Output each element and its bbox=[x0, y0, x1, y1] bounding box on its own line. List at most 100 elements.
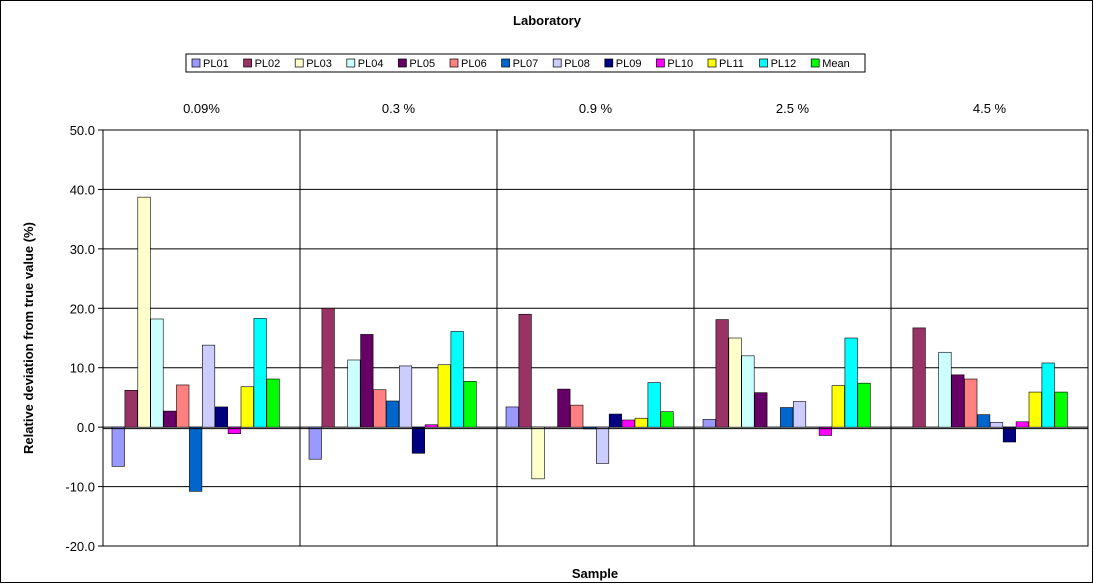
legend-label-pl10: PL10 bbox=[667, 58, 693, 70]
y-tick-label: -10.0 bbox=[65, 480, 95, 495]
legend-swatch-pl04 bbox=[346, 58, 356, 68]
category-label: 4.5 % bbox=[973, 101, 1007, 116]
bar-pl06-4 bbox=[964, 378, 978, 428]
bar-pl02-2 bbox=[518, 313, 532, 428]
bar-pl02-0 bbox=[124, 389, 138, 428]
y-axis-label: Relative deviation from true value (%) bbox=[21, 222, 36, 454]
bar-pl07-3 bbox=[780, 407, 794, 428]
bar-pl04-1 bbox=[347, 359, 361, 428]
bar-pl10-2 bbox=[621, 419, 635, 428]
legend-label-pl03: PL03 bbox=[306, 58, 332, 70]
legend-label-pl07: PL07 bbox=[513, 58, 539, 70]
bar-pl01-0 bbox=[111, 426, 125, 467]
bar-pl03-0 bbox=[137, 196, 151, 428]
legend-swatch-pl05 bbox=[398, 58, 407, 68]
bar-pl11-2 bbox=[634, 417, 648, 428]
bar-mean-1 bbox=[463, 381, 477, 428]
bar-mean-3 bbox=[857, 382, 871, 428]
bar-pl10-0 bbox=[227, 426, 241, 434]
bar-pl07-1 bbox=[386, 400, 400, 428]
bar-pl05-4 bbox=[951, 374, 965, 428]
bar-pl05-1 bbox=[360, 334, 374, 428]
legend-label-pl09: PL09 bbox=[616, 58, 642, 70]
bar-pl08-3 bbox=[792, 401, 807, 428]
bar-pl09-1 bbox=[411, 426, 426, 454]
bar-pl04-4 bbox=[938, 351, 952, 428]
bar-pl12-3 bbox=[844, 337, 858, 428]
bar-pl11-1 bbox=[437, 364, 451, 428]
bar-pl08-0 bbox=[202, 344, 216, 428]
bar-pl12-0 bbox=[253, 318, 267, 428]
legend-swatch-pl03 bbox=[294, 58, 304, 68]
bar-pl09-0 bbox=[214, 406, 228, 428]
bar-pl06-0 bbox=[176, 384, 190, 428]
category-label: 0.09% bbox=[183, 101, 220, 116]
bar-pl10-1 bbox=[424, 424, 438, 428]
category-label: 0.9 % bbox=[579, 101, 613, 116]
bar-mean-2 bbox=[660, 411, 674, 428]
bar-pl01-3 bbox=[702, 419, 716, 428]
plot-background bbox=[103, 130, 1088, 546]
y-tick-label: 50.0 bbox=[70, 123, 95, 138]
bar-pl01-2 bbox=[505, 406, 519, 428]
legend-label-pl06: PL06 bbox=[461, 58, 487, 70]
y-tick-label: -20.0 bbox=[65, 539, 95, 554]
bar-pl12-2 bbox=[647, 382, 661, 428]
bar-pl10-4 bbox=[1015, 421, 1029, 428]
y-tick-label: 40.0 bbox=[70, 182, 95, 197]
category-labels: 0.09% 0.3 % 0.9 % 2.5 % 4.5 % bbox=[183, 101, 1006, 116]
bar-pl02-3 bbox=[715, 319, 729, 428]
y-tick-label: 20.0 bbox=[70, 301, 95, 316]
bar-pl04-3 bbox=[741, 355, 755, 428]
bar-pl11-0 bbox=[240, 386, 254, 428]
bar-pl04-0 bbox=[150, 318, 164, 428]
bar-pl05-2 bbox=[557, 388, 571, 428]
legend-box bbox=[185, 53, 866, 73]
legend-label-pl04: PL04 bbox=[358, 58, 384, 70]
bar-pl09-4 bbox=[1002, 426, 1017, 443]
bar-pl08-2 bbox=[595, 426, 610, 464]
bar-pl07-0 bbox=[189, 426, 203, 492]
bar-pl06-1 bbox=[373, 389, 387, 428]
bar-pl09-2 bbox=[608, 413, 623, 428]
bar-pl12-1 bbox=[450, 331, 464, 428]
plot-area bbox=[102, 129, 1089, 547]
category-label: 0.3 % bbox=[382, 101, 416, 116]
bar-pl05-0 bbox=[163, 410, 177, 428]
bar-pl11-4 bbox=[1028, 391, 1042, 428]
y-tick-label: 0.0 bbox=[77, 420, 95, 435]
x-axis-label: Sample bbox=[572, 566, 618, 581]
y-axis-ticks: -20.0 -10.0 0.0 10.0 20.0 30.0 40.0 50.0 bbox=[65, 123, 103, 554]
legend-label-pl08: PL08 bbox=[564, 58, 590, 70]
bar-pl06-2 bbox=[570, 404, 584, 428]
legend-label-pl02: PL02 bbox=[255, 58, 281, 70]
legend-label-pl01: PL01 bbox=[203, 58, 229, 70]
bar-pl03-2 bbox=[531, 426, 545, 480]
category-label: 2.5 % bbox=[776, 101, 810, 116]
bar-pl10-3 bbox=[818, 426, 832, 436]
legend-swatch-pl02 bbox=[243, 58, 252, 68]
legend-swatch-pl11 bbox=[707, 58, 717, 68]
bar-pl08-1 bbox=[398, 365, 413, 428]
bar-pl11-3 bbox=[831, 385, 845, 428]
legend-label-mean: Mean bbox=[822, 58, 850, 70]
bar-pl01-1 bbox=[308, 426, 322, 460]
legend-swatch-pl09 bbox=[604, 58, 614, 68]
legend-swatch-pl06 bbox=[449, 58, 459, 68]
bar-mean-0 bbox=[266, 378, 280, 428]
bar-pl02-1 bbox=[321, 307, 335, 428]
legend-swatch-mean bbox=[810, 58, 820, 68]
category-dividers bbox=[299, 130, 892, 546]
legend-swatch-pl10 bbox=[656, 58, 665, 68]
bars bbox=[111, 196, 1068, 492]
legend-swatch-pl08 bbox=[552, 58, 562, 68]
bar-pl05-3 bbox=[754, 392, 768, 428]
legend-swatch-pl07 bbox=[501, 58, 510, 68]
bar-pl08-4 bbox=[989, 422, 1004, 428]
chart-title: Laboratory bbox=[513, 13, 582, 28]
legend-label-pl11: PL11 bbox=[719, 58, 744, 70]
legend-label-pl05: PL05 bbox=[409, 58, 435, 70]
y-tick-label: 30.0 bbox=[70, 242, 95, 257]
legend-label-pl12: PL12 bbox=[771, 58, 797, 70]
